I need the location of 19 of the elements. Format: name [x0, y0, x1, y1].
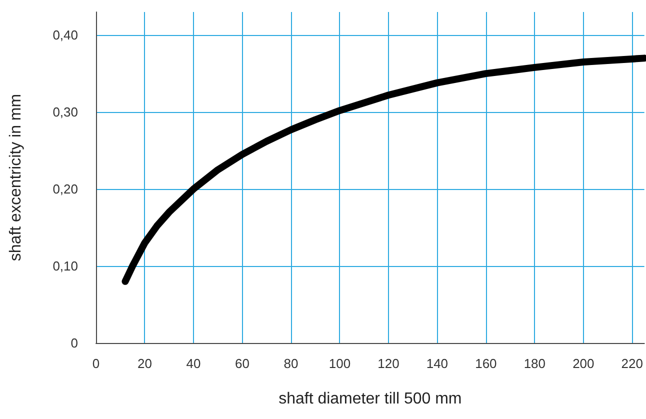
- x-tick-label: 200: [572, 356, 594, 371]
- x-tick-label: 0: [92, 356, 100, 371]
- y-tick-label: 0: [70, 336, 78, 350]
- x-tick-label: 40: [186, 356, 201, 371]
- x-tick-label: 20: [138, 356, 152, 371]
- x-tick-label: 220: [621, 356, 644, 371]
- y-tick-label: 0,40: [52, 28, 78, 43]
- y-tick-label: 0,10: [52, 258, 78, 274]
- x-tick-label: 60: [234, 356, 250, 371]
- x-tick-label: 100: [328, 356, 351, 371]
- y-axis-title: shaft excentricity in mm: [8, 94, 24, 262]
- x-tick-label: 120: [378, 356, 400, 371]
- x-tick-label: 80: [284, 356, 298, 371]
- x-tick-label: 180: [524, 356, 546, 371]
- x-tick-label: 140: [426, 356, 448, 371]
- x-tick-label: 160: [475, 356, 497, 371]
- y-tick-label: 0,30: [52, 104, 78, 120]
- x-axis-title: shaft diameter till 500 mm: [278, 390, 462, 408]
- y-tick-label: 0,20: [52, 182, 78, 197]
